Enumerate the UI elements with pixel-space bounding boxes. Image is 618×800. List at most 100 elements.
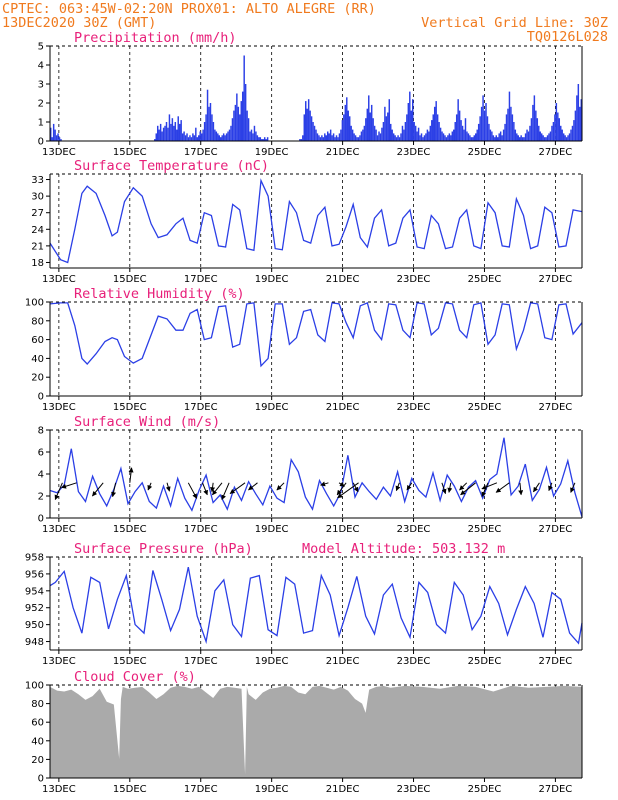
precip-bar xyxy=(265,139,267,141)
precip-bar xyxy=(477,123,480,141)
precip-bar xyxy=(564,135,566,141)
precip-bar xyxy=(520,135,522,141)
wind-arrow xyxy=(336,482,347,496)
precip-bar xyxy=(233,110,235,141)
wind-arrow xyxy=(441,482,447,495)
precip-bar xyxy=(337,137,339,141)
y-tick-label: 0 xyxy=(38,137,44,148)
y-tick-label: 20 xyxy=(31,373,44,384)
precip-bar xyxy=(565,137,568,141)
precip-bar xyxy=(315,129,317,141)
precip-bar xyxy=(176,129,178,141)
precip-bar xyxy=(332,133,335,141)
precip-bar xyxy=(211,114,213,141)
x-tick-label: 25DEC xyxy=(468,274,502,285)
precip-bar xyxy=(321,135,323,141)
precip-bar xyxy=(476,129,478,141)
y-tick-label: 40 xyxy=(31,736,44,747)
precip-bar xyxy=(183,131,185,141)
precip-bar xyxy=(334,137,336,141)
precip-bar xyxy=(250,129,253,141)
precip-bar xyxy=(343,114,345,141)
precip-bar xyxy=(436,114,439,141)
x-tick-label: 17DEC xyxy=(184,147,218,158)
precip-bar xyxy=(368,95,370,141)
x-tick-label: 23DEC xyxy=(397,402,431,413)
precip-bar xyxy=(246,110,248,141)
precip-bar xyxy=(209,103,212,141)
humidity-line xyxy=(49,302,583,368)
precip-bar xyxy=(173,125,175,141)
precip-bar xyxy=(425,133,427,141)
precip-bar xyxy=(262,139,264,141)
precip-bar xyxy=(322,137,325,141)
precip-bar xyxy=(174,122,177,141)
precip-bar xyxy=(426,129,429,141)
precip-bar xyxy=(404,122,407,141)
precip-bar xyxy=(391,129,393,141)
y-tick-label: 30 xyxy=(31,192,44,203)
precip-bar xyxy=(573,120,575,141)
precip-bar xyxy=(416,131,418,141)
precip-bar xyxy=(241,91,244,141)
header-model-code: TQ0126L028 xyxy=(527,29,608,45)
precip-bar xyxy=(350,125,352,141)
precip-bar xyxy=(155,133,157,141)
precip-bar xyxy=(196,137,199,141)
precip-bar xyxy=(181,133,184,141)
y-tick-label: 20 xyxy=(31,755,44,766)
x-tick-label: 19DEC xyxy=(255,784,289,795)
precip-bar xyxy=(401,125,404,141)
x-tick-label: 15DEC xyxy=(113,656,147,667)
precip-bar xyxy=(535,110,537,141)
y-tick-label: 60 xyxy=(31,335,44,346)
precip-bar xyxy=(483,110,486,141)
precip-bar xyxy=(243,55,245,141)
precip-bar xyxy=(390,123,392,141)
y-tick-label: 948 xyxy=(25,637,44,648)
precip-bar xyxy=(189,135,191,141)
cloud-cover-area xyxy=(50,685,582,778)
precip-bar xyxy=(60,139,62,141)
wind-arrow xyxy=(459,482,468,491)
x-tick-label: 23DEC xyxy=(397,784,431,795)
wind-arrow xyxy=(481,482,489,498)
precip-bar xyxy=(450,135,452,141)
precip-bar xyxy=(215,131,218,141)
y-tick-label: 4 xyxy=(38,470,44,481)
precip-bar xyxy=(312,122,314,141)
precip-bar xyxy=(485,103,487,141)
precip-bar xyxy=(552,122,555,141)
precip-bar xyxy=(305,101,307,141)
wind-line xyxy=(49,437,583,518)
precip-bar xyxy=(461,125,464,141)
precip-bar xyxy=(313,125,316,141)
precip-bar xyxy=(419,135,421,141)
precip-bar xyxy=(543,137,546,141)
precip-bar xyxy=(441,131,443,141)
precip-bar xyxy=(579,106,581,141)
x-tick-label: 27DEC xyxy=(539,274,573,285)
precip-bar xyxy=(193,135,196,141)
header-station: CPTEC: 063:45W-02:20N PROX01: ALTO ALEGR… xyxy=(2,1,376,17)
precip-bar xyxy=(203,122,206,141)
precip-bar xyxy=(435,101,437,141)
precip-bar xyxy=(177,116,179,141)
precip-bar xyxy=(354,135,357,141)
x-tick-label: 13DEC xyxy=(42,656,76,667)
precip-bar xyxy=(460,120,462,141)
precip-bar xyxy=(324,133,326,141)
precip-bar xyxy=(252,133,254,141)
precip-bar xyxy=(422,137,424,141)
precip-bar xyxy=(472,137,474,141)
precip-bar xyxy=(411,99,414,141)
precip-bar xyxy=(523,137,525,141)
precip-bar xyxy=(432,114,434,141)
x-tick-label: 17DEC xyxy=(184,402,218,413)
precip-bar xyxy=(504,123,506,141)
x-tick-label: 13DEC xyxy=(42,147,76,158)
x-tick-label: 21DEC xyxy=(326,784,360,795)
wind-arrow xyxy=(276,482,285,491)
precip-bar xyxy=(546,135,549,141)
